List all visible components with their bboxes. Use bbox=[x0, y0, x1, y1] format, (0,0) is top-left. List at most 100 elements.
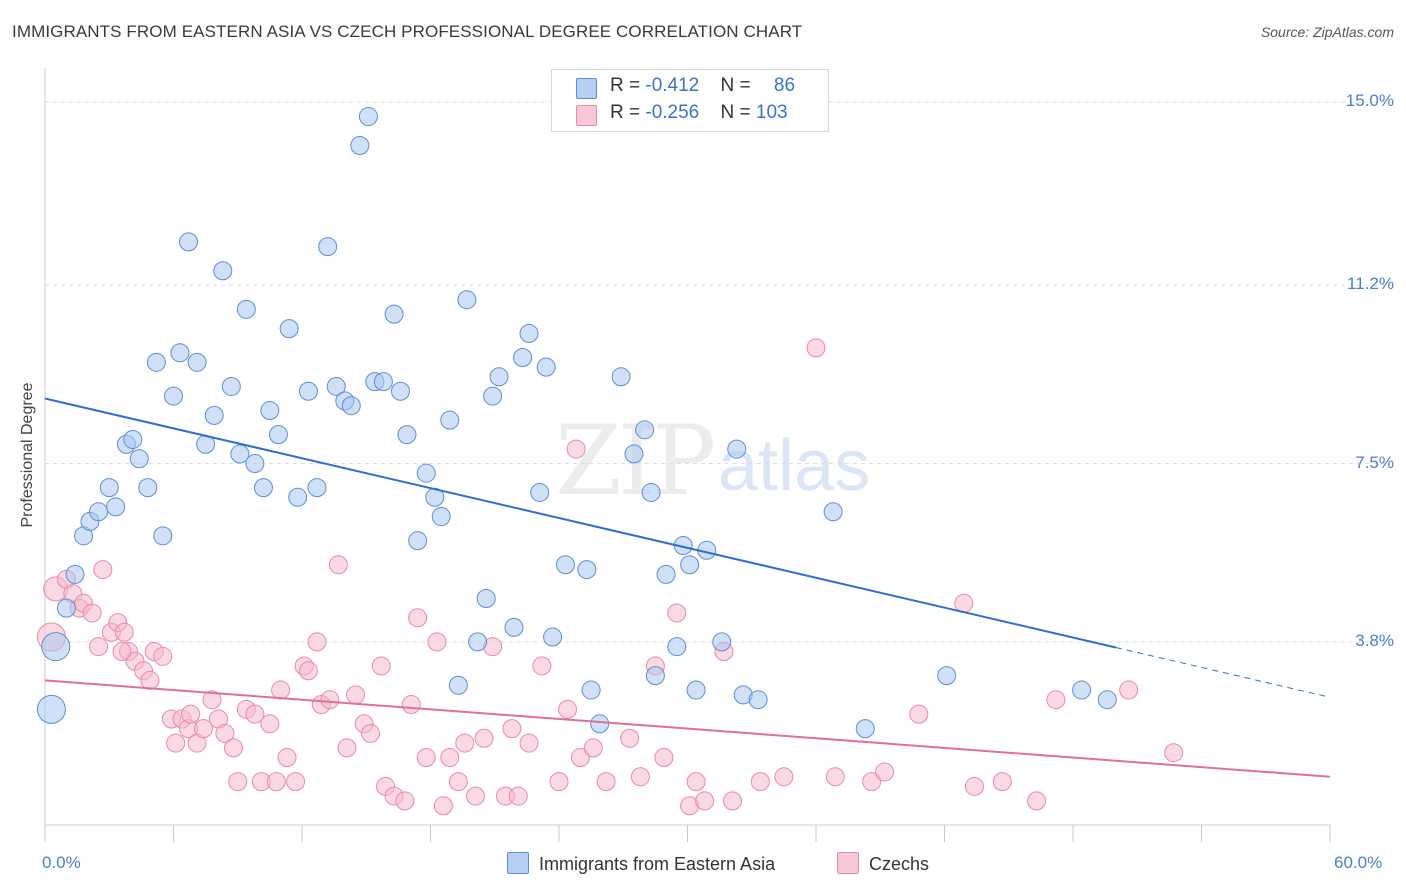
point-czechs bbox=[1027, 791, 1047, 811]
point-eastern-asia bbox=[530, 482, 550, 502]
point-eastern-asia bbox=[937, 666, 957, 686]
point-czechs bbox=[337, 738, 357, 758]
point-czechs bbox=[566, 439, 586, 459]
point-czechs bbox=[620, 728, 640, 748]
y-tick-label: 3.8% bbox=[1355, 630, 1394, 650]
point-czechs bbox=[722, 791, 742, 811]
trend-line-eastern-asia bbox=[44, 397, 1117, 649]
point-czechs bbox=[112, 642, 132, 662]
point-czechs bbox=[277, 748, 297, 768]
point-eastern-asia bbox=[350, 135, 370, 155]
point-eastern-asia bbox=[99, 478, 119, 498]
point-eastern-asia bbox=[326, 376, 346, 396]
point-eastern-asia bbox=[41, 632, 71, 662]
point-czechs bbox=[202, 690, 222, 710]
point-czechs bbox=[1164, 743, 1184, 763]
point-eastern-asia bbox=[397, 425, 417, 445]
point-czechs bbox=[465, 786, 485, 806]
point-eastern-asia bbox=[581, 680, 601, 700]
point-eastern-asia bbox=[56, 598, 76, 618]
point-czechs bbox=[502, 719, 522, 739]
point-eastern-asia bbox=[468, 632, 488, 652]
point-czechs bbox=[371, 656, 391, 676]
point-czechs bbox=[806, 338, 826, 358]
point-eastern-asia bbox=[36, 694, 66, 724]
point-eastern-asia bbox=[536, 357, 556, 377]
point-eastern-asia bbox=[656, 564, 676, 584]
point-czechs bbox=[260, 714, 280, 734]
point-czechs bbox=[427, 632, 447, 652]
point-czechs bbox=[1119, 680, 1139, 700]
point-czechs bbox=[596, 772, 616, 792]
point-czechs bbox=[549, 772, 569, 792]
y-tick-label: 15.0% bbox=[1345, 91, 1394, 111]
legend-item-czechs[interactable]: Czechs bbox=[837, 852, 929, 875]
point-czechs bbox=[271, 680, 291, 700]
legend-r-value: -0.412 bbox=[645, 75, 700, 96]
point-eastern-asia bbox=[823, 502, 843, 522]
point-eastern-asia bbox=[164, 386, 183, 406]
point-czechs bbox=[508, 786, 528, 806]
point-czechs bbox=[455, 733, 475, 753]
point-czechs bbox=[774, 767, 794, 787]
point-eastern-asia bbox=[457, 290, 477, 310]
point-eastern-asia bbox=[727, 439, 747, 459]
point-czechs bbox=[416, 748, 436, 768]
point-czechs bbox=[140, 670, 160, 690]
point-eastern-asia bbox=[489, 367, 509, 387]
point-eastern-asia bbox=[89, 502, 109, 522]
y-tick-label: 7.5% bbox=[1355, 452, 1394, 472]
watermark-atlas: atlas bbox=[718, 426, 871, 506]
point-czechs bbox=[82, 603, 102, 623]
point-eastern-asia bbox=[253, 478, 273, 498]
x-tick-label-min: 0.0% bbox=[42, 853, 81, 872]
point-czechs bbox=[89, 637, 109, 657]
chart-title: IMMIGRANTS FROM EASTERN ASIA VS CZECH PR… bbox=[12, 22, 803, 41]
point-eastern-asia bbox=[318, 237, 338, 257]
legend-n-label: N = bbox=[720, 75, 756, 96]
point-eastern-asia bbox=[1072, 680, 1092, 700]
point-czechs bbox=[825, 767, 845, 787]
point-czechs bbox=[862, 772, 882, 792]
point-eastern-asia bbox=[440, 410, 460, 430]
legend-swatch-pink bbox=[576, 105, 597, 126]
legend-label: Czechs bbox=[869, 854, 930, 874]
point-czechs bbox=[875, 762, 895, 782]
point-eastern-asia bbox=[543, 627, 563, 647]
legend-row-blue: R = -0.412 N = 86 bbox=[610, 75, 795, 97]
point-eastern-asia bbox=[204, 405, 224, 425]
legend-n-label: N = bbox=[720, 102, 756, 123]
point-eastern-asia bbox=[641, 482, 661, 502]
point-czechs bbox=[909, 704, 929, 724]
point-czechs bbox=[395, 791, 415, 811]
point-czechs bbox=[992, 772, 1012, 792]
legend-item-eastern-asia[interactable]: Immigrants from Eastern Asia bbox=[507, 852, 775, 875]
point-eastern-asia bbox=[236, 299, 256, 319]
point-czechs bbox=[153, 646, 173, 666]
point-czechs bbox=[440, 748, 460, 768]
point-eastern-asia bbox=[106, 497, 126, 517]
point-eastern-asia bbox=[384, 304, 404, 324]
legend-swatch-blue bbox=[576, 78, 597, 99]
point-czechs bbox=[93, 560, 113, 580]
point-eastern-asia bbox=[1097, 690, 1117, 710]
y-tick-label: 11.2% bbox=[1347, 274, 1394, 294]
legend-n-value: 86 bbox=[773, 75, 796, 96]
x-tick-label-max: 60.0% bbox=[1334, 853, 1383, 872]
point-czechs bbox=[181, 704, 201, 724]
point-eastern-asia bbox=[373, 372, 393, 392]
point-eastern-asia bbox=[476, 588, 496, 608]
point-czechs bbox=[266, 772, 286, 792]
point-eastern-asia bbox=[146, 352, 166, 372]
point-eastern-asia bbox=[268, 425, 288, 445]
point-eastern-asia bbox=[187, 352, 207, 372]
point-czechs bbox=[361, 723, 381, 743]
legend-row-pink: R = -0.256 N = 103 bbox=[610, 102, 788, 124]
point-czechs bbox=[401, 695, 421, 715]
trend-line-czechs bbox=[44, 679, 1331, 778]
point-eastern-asia bbox=[213, 261, 233, 281]
point-czechs bbox=[954, 593, 974, 613]
legend-r-value: -0.256 bbox=[645, 102, 700, 123]
point-eastern-asia bbox=[416, 463, 436, 483]
